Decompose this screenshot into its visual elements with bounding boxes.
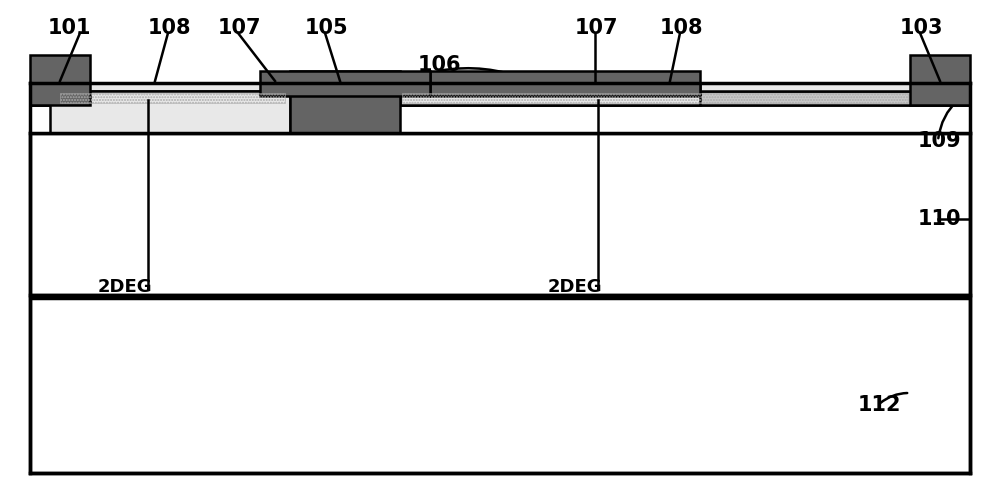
Text: 2DEG: 2DEG bbox=[548, 278, 603, 296]
Bar bbox=[60, 93, 285, 103]
Text: 109: 109 bbox=[918, 131, 962, 151]
Bar bbox=[30, 298, 970, 473]
Bar bbox=[50, 91, 290, 133]
Text: 108: 108 bbox=[660, 18, 704, 38]
Text: 2DEG: 2DEG bbox=[98, 278, 153, 296]
Text: 106: 106 bbox=[418, 55, 462, 75]
Text: 107: 107 bbox=[218, 18, 262, 38]
Bar bbox=[402, 93, 908, 103]
Text: 112: 112 bbox=[858, 395, 902, 415]
Bar bbox=[30, 83, 970, 91]
Bar bbox=[30, 105, 970, 133]
Bar bbox=[30, 55, 90, 105]
Text: 107: 107 bbox=[575, 18, 618, 38]
Bar bbox=[30, 133, 970, 295]
Text: 103: 103 bbox=[900, 18, 944, 38]
Text: 110: 110 bbox=[918, 209, 962, 229]
Bar bbox=[260, 71, 430, 96]
Bar bbox=[400, 83, 700, 105]
Text: 105: 105 bbox=[305, 18, 349, 38]
Text: 108: 108 bbox=[148, 18, 192, 38]
Bar bbox=[290, 71, 400, 133]
Bar bbox=[30, 91, 970, 105]
Bar bbox=[430, 71, 700, 96]
Text: 101: 101 bbox=[48, 18, 92, 38]
Bar bbox=[910, 55, 970, 105]
